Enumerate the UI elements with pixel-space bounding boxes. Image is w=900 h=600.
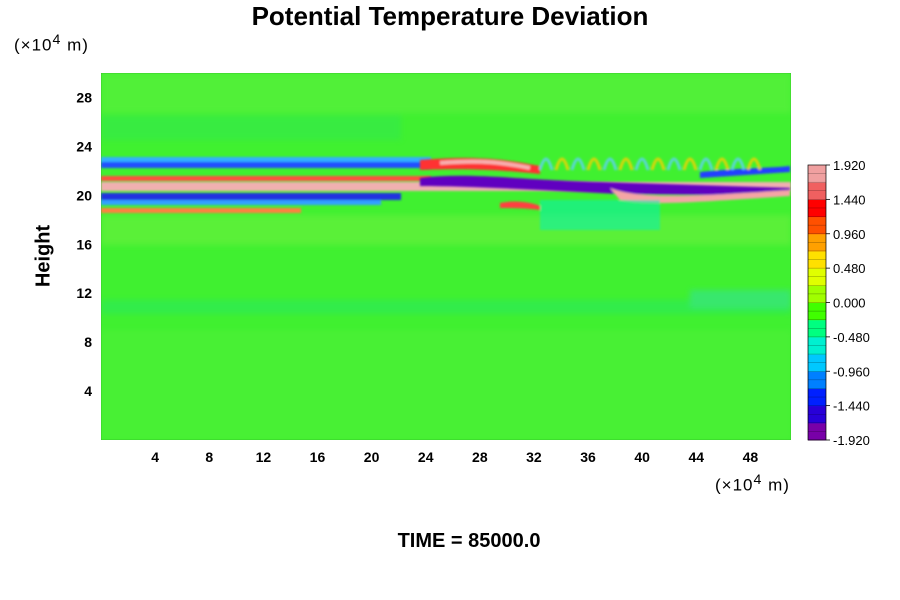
y-tick-label: 20 [76, 187, 92, 203]
colorbar-swatch [808, 199, 826, 218]
wave-packet [420, 157, 790, 230]
colorbar-swatch [808, 336, 826, 355]
band-layer [101, 162, 431, 168]
colorbar-label: -1.440 [833, 399, 870, 414]
colorbar-swatch [808, 354, 826, 372]
wave-ripple [698, 157, 714, 171]
y-tick-label: 24 [76, 138, 92, 154]
band-layer [101, 176, 431, 181]
x-tick-label: 12 [256, 449, 272, 465]
field-patch [101, 115, 401, 140]
band-layer [101, 182, 791, 191]
field-patch [101, 215, 791, 245]
wave-ripple [538, 157, 554, 171]
colorbar-swatch [808, 302, 826, 321]
wave-ripple [586, 157, 602, 171]
x-tick-label: 32 [526, 449, 542, 465]
wave-ripple [570, 157, 586, 171]
colorbar-swatch [808, 319, 826, 338]
wave-ripple [666, 157, 682, 171]
wave-ripple [602, 157, 618, 171]
wave-ripple [618, 157, 634, 171]
x-tick-label: 44 [689, 449, 705, 465]
colorbar-swatch [808, 371, 826, 389]
chart-title: Potential Temperature Deviation [251, 1, 649, 31]
field-patch [690, 290, 791, 308]
wave-negative-right [700, 166, 790, 178]
y-axis-ticks: 4 8 12 16 20 24 28 [76, 89, 92, 399]
wave-negative-core [420, 175, 790, 196]
wave-ripple [634, 157, 650, 171]
x-tick-label: 8 [205, 449, 213, 465]
x-tick-label: 40 [634, 449, 650, 465]
band-layer [101, 193, 401, 200]
wave-small-patch [500, 201, 540, 210]
y-tick-label: 8 [84, 334, 92, 350]
x-tick-label: 48 [743, 449, 759, 465]
colorbar-swatch [808, 165, 826, 183]
time-label: TIME [398, 530, 469, 552]
wave-ripple [730, 157, 746, 171]
x-tick-label: 16 [310, 449, 326, 465]
colorbar-label: 1.920 [833, 158, 866, 173]
colorbar: 1.920 1.440 0.960 0.480 0.000 -0.480 -0.960 -1.… [807, 158, 870, 448]
colorbar-swatch [808, 285, 826, 303]
colorbar-label: -0.480 [833, 330, 870, 345]
wave-ripple [714, 157, 730, 171]
plot-area [101, 73, 791, 440]
x-axis-unit: (×104 m) [715, 472, 790, 495]
wave-upper-core [439, 159, 531, 170]
band-layer [101, 157, 431, 163]
wave-ripple [650, 157, 666, 171]
colorbar-label: 1.440 [833, 192, 866, 207]
x-tick-label: 24 [418, 449, 434, 465]
colorbar-swatch [808, 422, 826, 441]
colorbar-label: 0.480 [833, 261, 866, 276]
colorbar-swatch [808, 250, 826, 269]
band-layer [101, 208, 301, 213]
field-patch [101, 330, 791, 440]
y-tick-label: 4 [84, 383, 92, 399]
wave-ripple [746, 157, 762, 171]
colorbar-label: -0.960 [833, 364, 870, 379]
x-axis-ticks: 4 8 12 16 20 24 28 32 36 40 44 48 [151, 449, 758, 465]
x-tick-label: 20 [364, 449, 380, 465]
y-axis-unit: (×104 m) [14, 32, 89, 55]
colorbar-swatch [808, 388, 826, 407]
wave-ripple [554, 157, 570, 171]
colorbar-label: 0.960 [833, 227, 866, 242]
y-tick-label: 16 [76, 236, 92, 252]
colorbar-swatch [808, 216, 826, 235]
field-texture [101, 73, 791, 440]
colorbar-label: -1.920 [833, 433, 870, 448]
y-tick-label: 28 [76, 89, 92, 105]
colorbar-swatch [808, 182, 826, 200]
wave-cyan-patch [540, 200, 660, 230]
x-tick-label: 4 [151, 449, 159, 465]
colorbar-swatch [808, 268, 826, 286]
band-structures [101, 157, 791, 213]
wave-positive-lower [610, 188, 790, 203]
x-tick-label: 36 [580, 449, 596, 465]
colorbar-swatch [808, 405, 826, 424]
band-layer [101, 200, 381, 205]
colorbar-swatch [808, 233, 826, 252]
y-tick-label: 12 [76, 285, 92, 301]
time-readout: TIME85000.0 [0, 530, 900, 553]
x-tick-label: 28 [472, 449, 488, 465]
wave-ripple [682, 157, 698, 171]
time-value: 85000.0 [468, 530, 541, 552]
field-patch [101, 300, 791, 314]
field-patch [101, 73, 791, 113]
colorbar-label: 0.000 [833, 296, 866, 311]
